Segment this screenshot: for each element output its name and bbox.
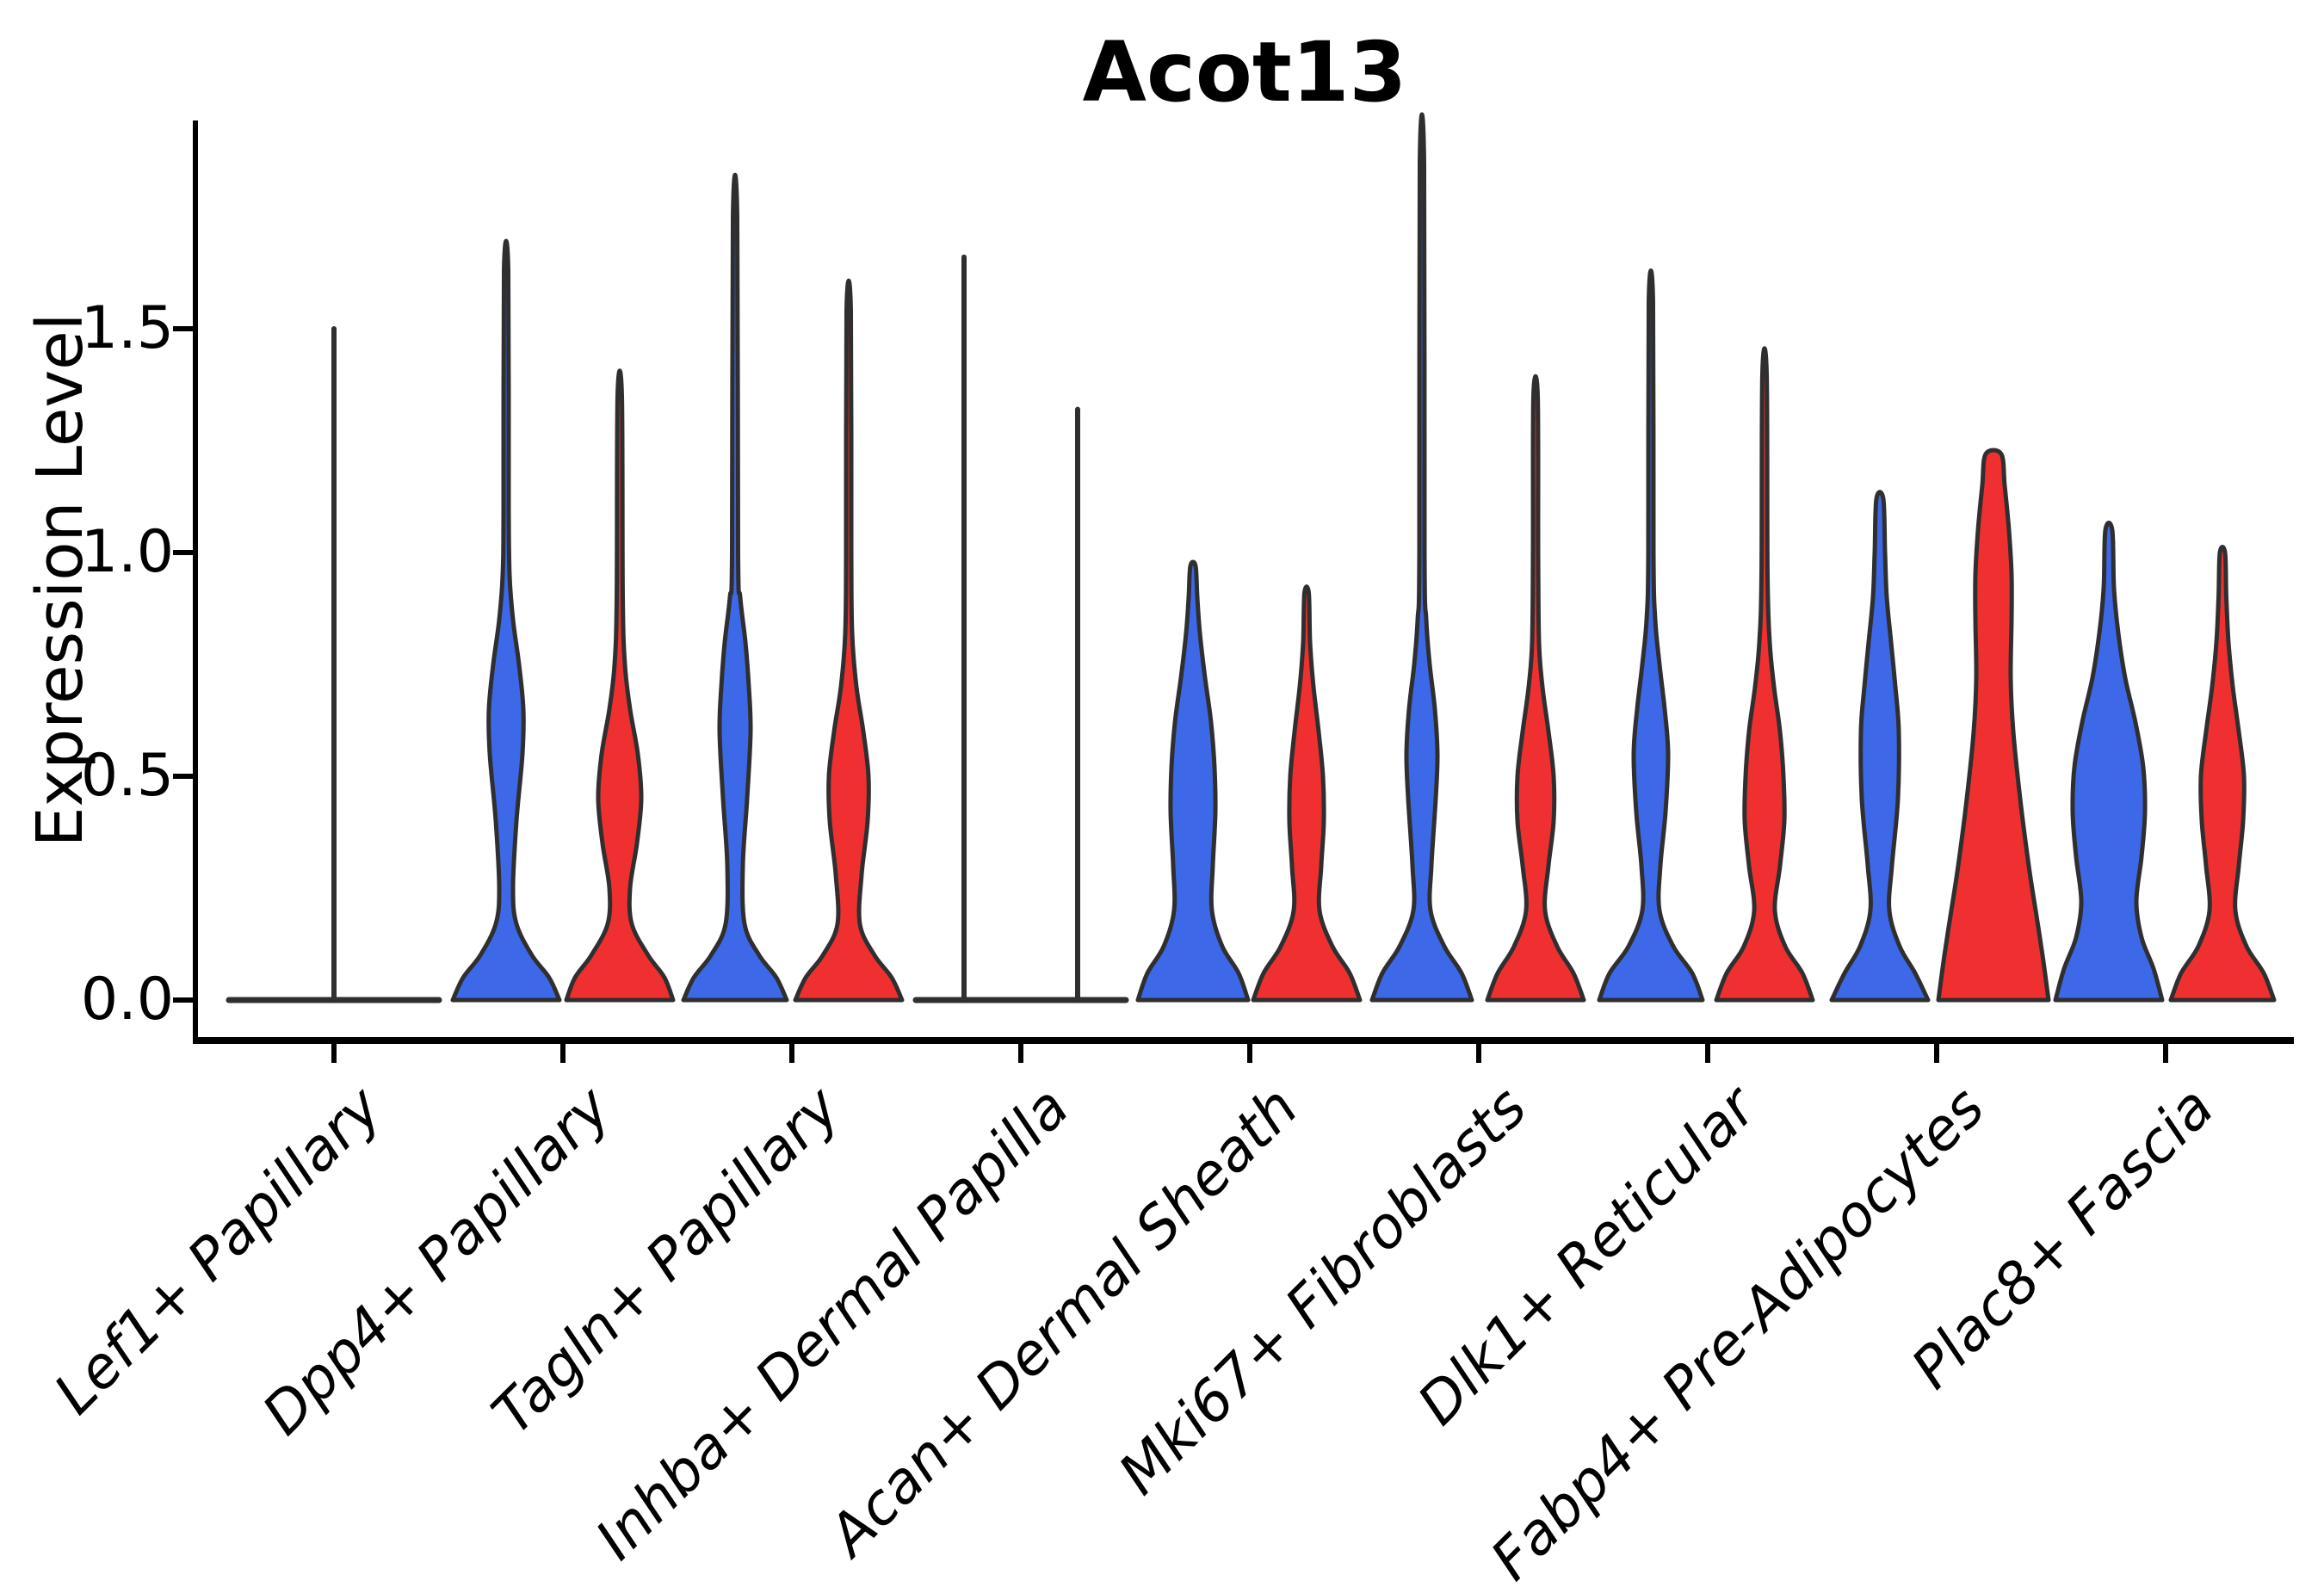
blue-violin [1597,269,1705,1003]
red-violin [1485,374,1586,1003]
red-violin [793,278,905,1003]
red-violin [2168,544,2277,1003]
y-tick-label: 1.0 [80,518,174,586]
red-violin [1714,346,1815,1003]
chart-title: Acot13 [1082,24,1407,120]
violin-chart [173,112,2294,1063]
blue-violin [2053,521,2165,1003]
blue-violin [1135,559,1251,1003]
y-tick-label: 1.5 [80,294,174,362]
y-tick-label: 0.5 [80,742,174,810]
blue-violin [1369,112,1474,1003]
red-violin [1251,584,1363,1003]
blue-violin [1829,490,1931,1003]
blue-violin [681,172,789,1003]
red-violin [1936,448,2051,1003]
figure-canvas: { "title": "Acot13", "y_axis": { "label"… [23,24,2294,1593]
red-violin [564,368,676,1003]
blue-violin [450,238,562,1003]
y-tick-label: 0.0 [80,966,174,1034]
